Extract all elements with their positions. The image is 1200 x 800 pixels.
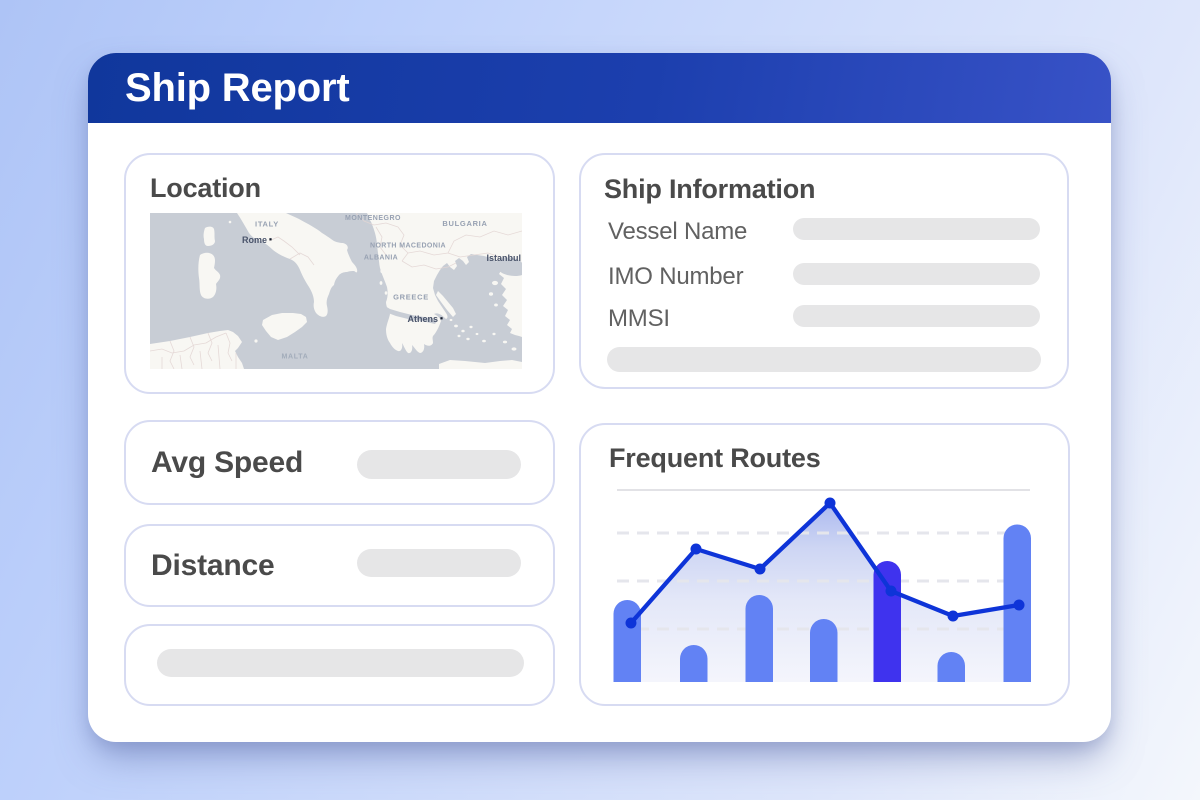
svg-text:NORTH MACEDONIA: NORTH MACEDONIA	[370, 243, 446, 250]
svg-text:Rome: Rome	[242, 235, 267, 245]
svg-text:BULGARIA: BULGARIA	[442, 219, 487, 228]
svg-text:Athens: Athens	[407, 314, 438, 324]
svg-text:GREECE: GREECE	[393, 293, 429, 302]
svg-text:ITALY: ITALY	[255, 220, 279, 229]
svg-text:MALTA: MALTA	[282, 354, 309, 361]
svg-text:ALBANIA: ALBANIA	[364, 255, 398, 262]
svg-text:Istanbul: Istanbul	[486, 253, 521, 263]
svg-text:MONTENEGRO: MONTENEGRO	[345, 215, 401, 222]
